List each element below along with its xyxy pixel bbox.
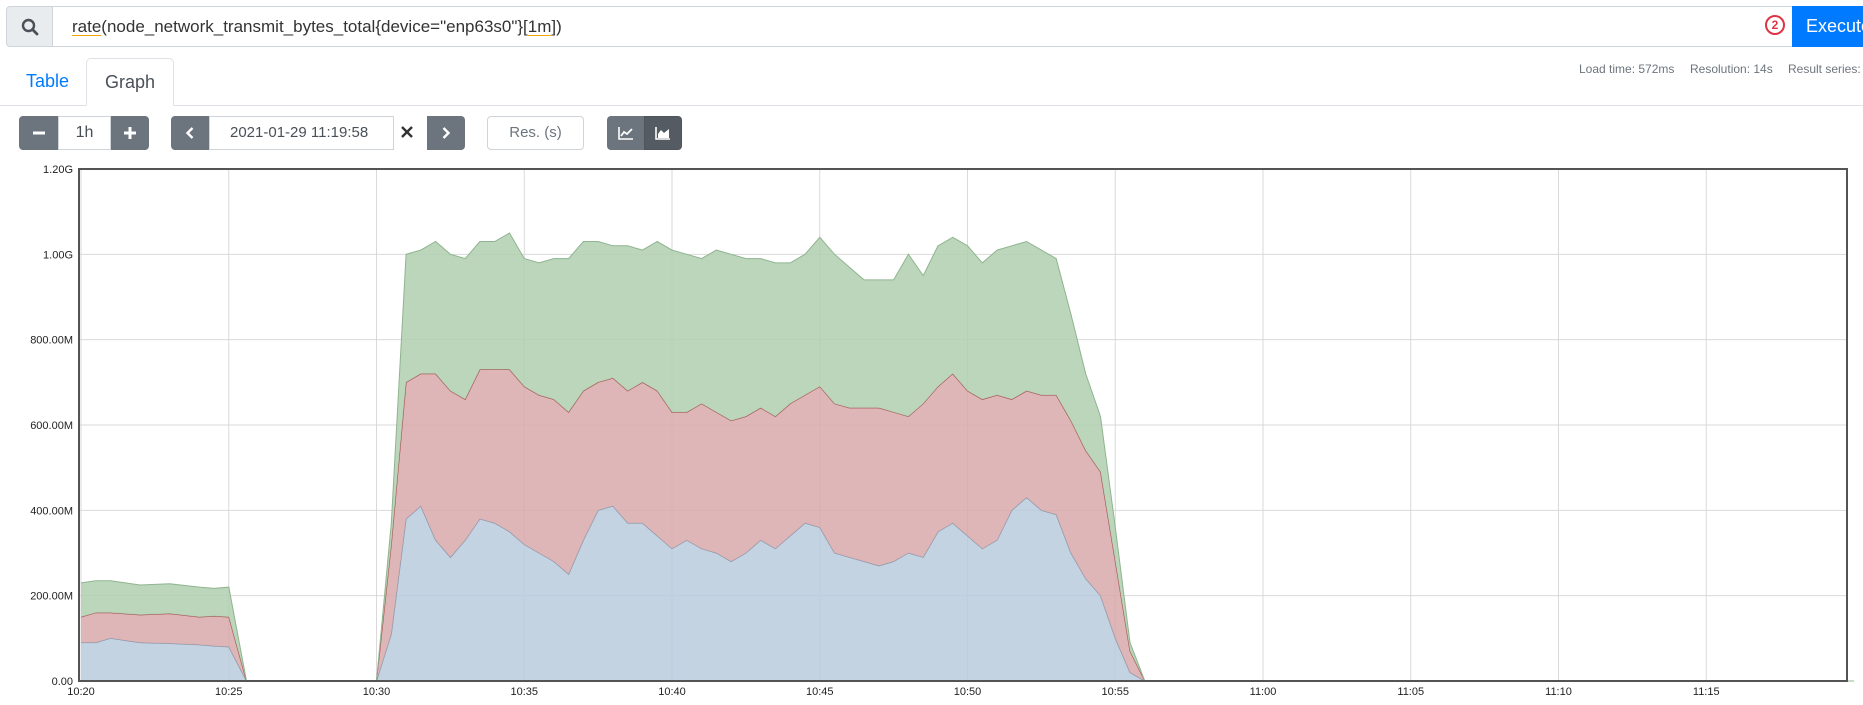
y-tick-label: 200.00M [30, 591, 73, 603]
x-axis: 10:20 10:25 10:30 10:35 10:40 10:45 10:50 10:55… [67, 686, 1719, 698]
range-input[interactable]: 1h [58, 116, 111, 150]
close-icon [401, 126, 413, 138]
area-chart-icon [655, 127, 670, 140]
query-close: ]) [551, 17, 562, 36]
unstacked-button[interactable] [607, 116, 644, 150]
x-tick-label: 10:55 [1101, 686, 1129, 698]
time-forward-button[interactable] [427, 116, 465, 150]
chevron-right-icon [442, 127, 451, 139]
query-function: rate [72, 17, 102, 36]
tab-graph[interactable]: Graph [86, 58, 175, 106]
series-line-2 [80, 232, 1854, 682]
x-tick-label: 10:25 [215, 686, 243, 698]
chart-frame [78, 168, 1848, 682]
graph-chart[interactable]: 0.00 200.00M 400.00M 600.00M 800.00M 1.00G 1.2… [0, 155, 1863, 705]
x-tick-label: 10:40 [658, 686, 686, 698]
x-tick-label: 10:30 [363, 686, 391, 698]
resolution-input[interactable]: Res. (s) [487, 116, 584, 150]
load-time: Load time: 572ms [1579, 62, 1675, 76]
x-tick-label: 11:15 [1693, 686, 1720, 698]
end-time-input[interactable]: 2021-01-29 11:19:58 [209, 116, 394, 150]
time-back-button[interactable] [171, 116, 209, 150]
x-tick-label: 11:05 [1397, 686, 1424, 698]
query-range: 1m [527, 17, 552, 36]
series-area-0[interactable] [81, 497, 1854, 682]
x-tick-label: 10:50 [954, 686, 982, 698]
x-tick-label: 10:20 [67, 686, 95, 698]
series-area-2[interactable] [81, 233, 1854, 681]
chevron-left-icon [185, 127, 194, 139]
y-tick-label: 0.00 [52, 676, 73, 688]
result-series-stat: Result series: [1788, 62, 1861, 76]
search-button[interactable] [6, 6, 52, 47]
line-chart-icon [617, 127, 633, 140]
x-tick-label: 11:10 [1545, 686, 1572, 698]
x-tick-label: 11:00 [1250, 686, 1277, 698]
series-area-1[interactable] [81, 369, 1854, 682]
minus-icon [32, 131, 45, 135]
range-increase-button[interactable] [111, 116, 149, 150]
y-axis: 0.00 200.00M 400.00M 600.00M 800.00M 1.00G 1.2… [30, 164, 73, 688]
y-tick-label: 1.00G [43, 249, 73, 261]
view-tabs: Table Graph [0, 58, 1863, 106]
x-tick-label: 10:35 [510, 686, 538, 698]
chart-areas [80, 232, 1854, 682]
plus-icon [124, 127, 136, 139]
stacked-button[interactable] [644, 116, 682, 150]
execute-button[interactable]: Execute [1792, 6, 1863, 47]
query-input[interactable]: rate(node_network_transmit_bytes_total{d… [52, 6, 1792, 47]
search-icon [21, 18, 38, 35]
y-tick-label: 1.20G [43, 164, 73, 176]
resolution-stat: Resolution: 14s [1690, 62, 1773, 76]
y-tick-label: 400.00M [30, 505, 73, 517]
tab-table[interactable]: Table [26, 71, 70, 91]
clear-time-button[interactable] [400, 121, 414, 145]
query-metric: (node_network_transmit_bytes_total{devic… [101, 17, 528, 36]
x-tick-label: 10:45 [806, 686, 834, 698]
y-tick-label: 800.00M [30, 335, 73, 347]
range-decrease-button[interactable] [19, 116, 58, 150]
y-tick-label: 600.00M [30, 420, 73, 432]
error-count-badge[interactable]: 2 [1765, 15, 1785, 35]
query-bar: rate(node_network_transmit_bytes_total{d… [6, 6, 1863, 47]
